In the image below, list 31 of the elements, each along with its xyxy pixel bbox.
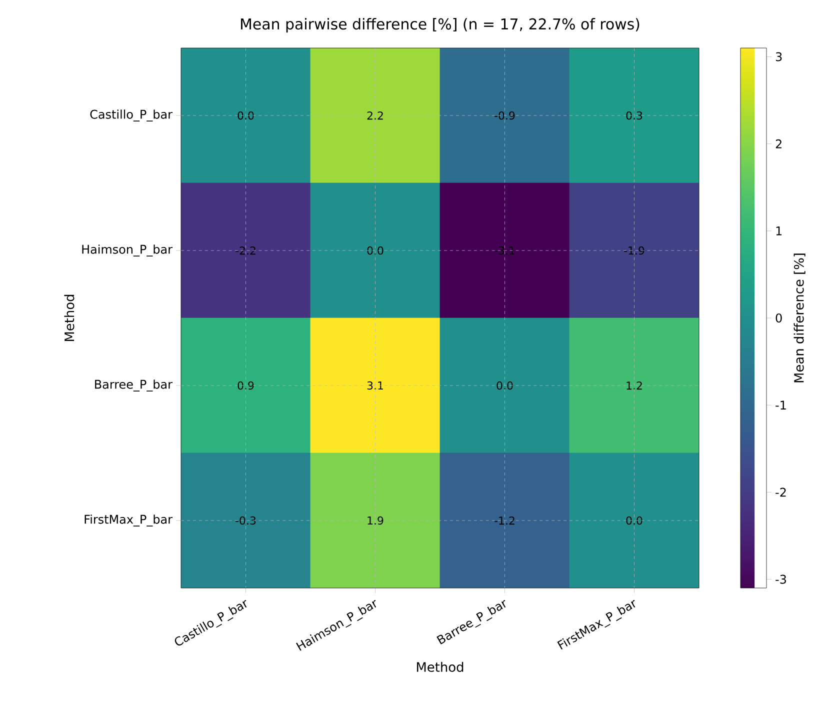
y-tick-label: Barree_P_bar [95,380,172,392]
data-label: 1.2 [626,381,642,390]
y-axis-title: Method [64,294,74,342]
data-label: -1.9 [624,246,644,255]
data-label: -2.2 [236,246,256,255]
y-tick-label: FirstMax_P_bar [84,514,173,526]
data-label: 0.9 [238,381,254,390]
data-label: -1.2 [494,516,514,525]
data-label: 1.9 [368,516,384,525]
data-label: -0.9 [494,111,515,120]
color-bar-label: -2 [776,488,786,497]
x-axis-title: Method [416,662,464,672]
data-label: 0.0 [496,381,513,390]
data-label: 0.0 [238,111,254,120]
chart-title: Mean pairwise difference [%] (n = 17, 22.7% of rows) [241,18,640,33]
color-bar-label: -3 [776,574,786,584]
data-label: -0.3 [236,516,256,525]
data-label: -3.1 [494,246,514,255]
color-bar-label: -1 [776,400,786,410]
color-bar-label: 2 [776,139,782,148]
y-tick-label: Castillo_P_bar [90,110,172,122]
data-label: 2.2 [367,111,383,120]
color-bar-label: 0 [776,313,782,323]
color-bar-label: 1 [776,226,782,236]
data-label: 0.3 [626,111,642,120]
data-label: 0.0 [367,246,384,255]
data-label: 0.0 [626,516,642,525]
y-tick-label: Haimson_P_bar [82,244,172,256]
color-bar-label: 3 [776,52,782,62]
color-bar-title: Mean difference [%] [794,254,806,382]
data-label: 3.1 [367,381,383,390]
